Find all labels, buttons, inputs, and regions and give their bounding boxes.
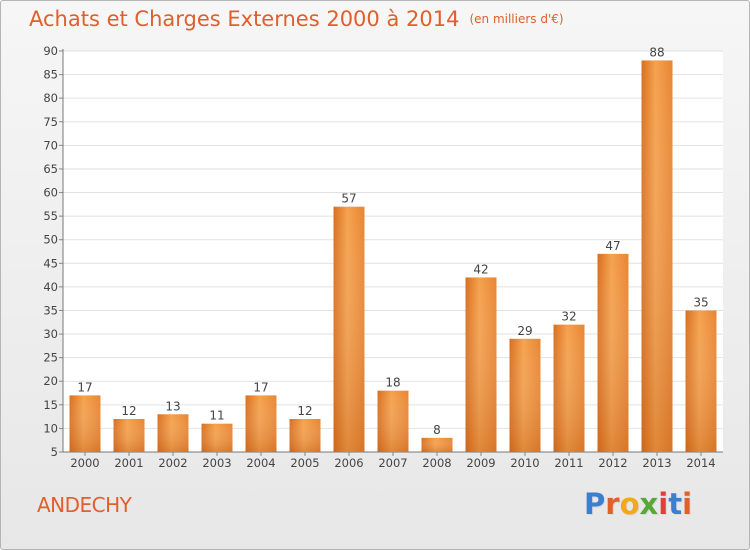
x-tick-label: 2004: [246, 456, 275, 470]
y-tick-label: 70: [43, 138, 58, 152]
chart-title: Achats et Charges Externes 2000 à 2014 (e…: [29, 7, 564, 31]
data-label: 13: [165, 399, 180, 413]
data-label: 29: [517, 324, 532, 338]
bar-shade-2001: [113, 418, 145, 452]
x-tick-label: 2014: [686, 456, 715, 470]
bar-shade-2008: [421, 437, 453, 452]
x-tick-label: 2003: [202, 456, 231, 470]
chart-title-text: Achats et Charges Externes 2000 à 2014: [29, 7, 460, 31]
logo-letter: o: [619, 487, 640, 521]
bar-shade-2005: [289, 418, 321, 452]
y-tick-label: 40: [43, 280, 58, 294]
data-label: 35: [693, 295, 708, 309]
data-label: 32: [561, 310, 576, 324]
y-tick-label: 20: [43, 374, 58, 388]
bar-shade-2012: [597, 253, 629, 452]
bar-shade-2006: [333, 206, 365, 452]
y-tick-label: 85: [43, 68, 58, 82]
logo-letter: r: [605, 487, 620, 521]
logo-letter: i: [682, 487, 693, 521]
x-tick-label: 2008: [422, 456, 451, 470]
y-tick-label: 65: [43, 162, 58, 176]
bar-shade-2010: [509, 338, 541, 452]
y-tick-label: 15: [43, 398, 58, 412]
x-tick-label: 2005: [290, 456, 319, 470]
bar-shade-2013: [641, 60, 673, 452]
y-tick-label: 45: [43, 256, 58, 270]
y-tick-label: 25: [43, 351, 58, 365]
y-tick-label: 30: [43, 327, 58, 341]
y-tick-label: 60: [43, 186, 58, 200]
y-tick-label: 10: [43, 421, 58, 435]
y-tick-label: 80: [43, 91, 58, 105]
bar-shade-2000: [69, 395, 101, 452]
data-label: 17: [77, 380, 92, 394]
bars: [69, 60, 717, 452]
y-tick-label: 35: [43, 303, 58, 317]
logo-letter: i: [658, 487, 669, 521]
y-tick-label: 50: [43, 233, 58, 247]
bar-shade-2011: [553, 324, 585, 452]
y-tick-label: 5: [51, 445, 58, 459]
data-label: 12: [297, 404, 312, 418]
data-label: 17: [253, 380, 268, 394]
x-tick-label: 2006: [334, 456, 363, 470]
data-label: 12: [121, 404, 136, 418]
bar-shade-2003: [201, 423, 233, 452]
y-tick-label: 75: [43, 115, 58, 129]
logo-letter: t: [668, 487, 683, 521]
data-label: 42: [473, 262, 488, 276]
proxiti-logo: Proxiti: [584, 487, 692, 521]
y-tick-label: 55: [43, 209, 58, 223]
data-label: 18: [385, 376, 400, 390]
x-tick-label: 2002: [158, 456, 187, 470]
x-tick-label: 2012: [598, 456, 627, 470]
chart-unit: (en milliers d'€): [469, 12, 564, 26]
bar-shade-2002: [157, 414, 189, 452]
x-tick-label: 2007: [378, 456, 407, 470]
bar-shade-2014: [685, 310, 717, 452]
data-label: 47: [605, 239, 620, 253]
x-tick-label: 2013: [642, 456, 671, 470]
x-tick-label: 2009: [466, 456, 495, 470]
x-tick-label: 2001: [114, 456, 143, 470]
y-tick-label: 90: [43, 44, 58, 58]
data-label: 57: [341, 192, 356, 206]
bar-shade-2009: [465, 277, 497, 452]
x-tick-label: 2010: [510, 456, 539, 470]
bar-shade-2004: [245, 395, 277, 452]
labels: 5 10 15 20 25 30 35 40 45 50 55 60 65 70 75 80 85 90 17 200…: [43, 44, 715, 470]
logo-letter: x: [639, 487, 659, 521]
data-label: 8: [433, 423, 441, 437]
x-tick-label: 2000: [70, 456, 99, 470]
data-label: 11: [209, 409, 224, 423]
place-name: ANDECHY: [37, 493, 132, 517]
x-tick-label: 2011: [554, 456, 583, 470]
data-label: 88: [649, 45, 664, 59]
bar-shade-2007: [377, 390, 409, 452]
logo-letter: P: [584, 487, 606, 521]
